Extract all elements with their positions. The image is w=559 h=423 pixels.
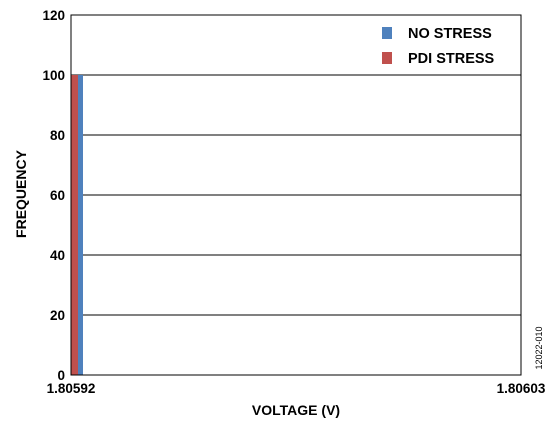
y-tick-label: 0	[57, 368, 65, 383]
x-axis-label: VOLTAGE (V)	[252, 402, 340, 418]
legend: NO STRESS PDI STRESS	[382, 26, 495, 67]
figure-code: 12022-010	[534, 326, 544, 369]
bar-pdi-stress	[71, 75, 78, 375]
gridlines	[71, 74, 521, 316]
x-tick-labels: 1.80592 1.80603	[47, 381, 546, 396]
x-tick-label: 1.80603	[497, 381, 546, 396]
y-tick-label: 40	[50, 248, 65, 263]
legend-swatch	[382, 27, 392, 39]
legend-swatch	[382, 52, 392, 64]
plot-frame	[70, 14, 522, 376]
x-tick-label: 1.80592	[47, 381, 96, 396]
y-tick-label: 60	[50, 188, 65, 203]
y-tick-label: 20	[50, 308, 65, 323]
y-axis-label: FREQUENCY	[13, 149, 29, 238]
bar-no-stress	[76, 75, 83, 375]
y-tick-label: 100	[42, 68, 65, 83]
y-tick-labels: 0 20 40 60 80 100 120	[42, 8, 65, 383]
y-tick-label: 120	[42, 8, 65, 23]
legend-label: NO STRESS	[408, 26, 492, 42]
y-tick-label: 80	[50, 128, 65, 143]
bars	[71, 75, 83, 375]
legend-label: PDI STRESS	[408, 51, 495, 67]
